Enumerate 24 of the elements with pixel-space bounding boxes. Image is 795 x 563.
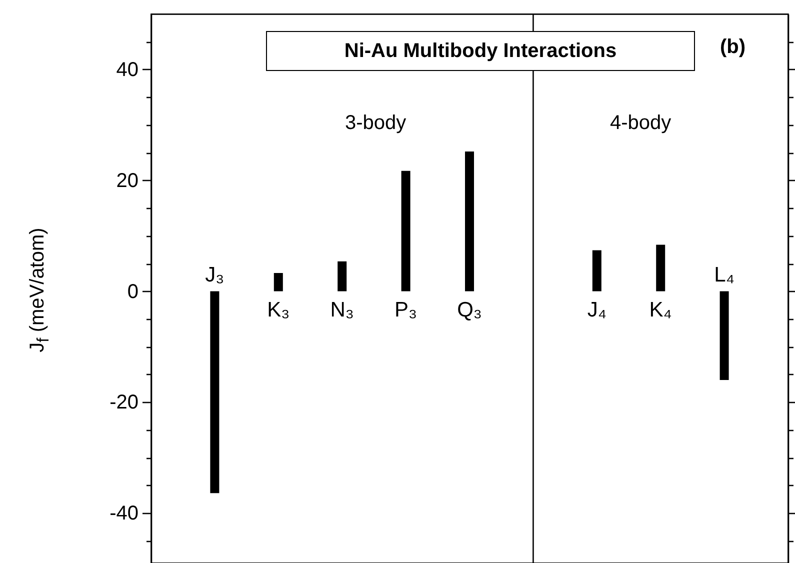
y-tick-label: 40 [116,58,138,81]
bar [338,261,347,292]
bar [465,152,474,292]
bar [592,250,602,292]
annotation: 4-body [610,112,672,135]
bar [656,244,666,292]
bar [720,291,729,380]
annotation: 3-body [345,112,406,135]
y-tick-label: 0 [127,280,138,303]
x-tick-label: N₃ [330,298,354,322]
annotation: (b) [720,36,746,59]
x-tick-label: K₃ [267,298,290,322]
y-tick-label: 20 [116,170,138,192]
bar [210,291,220,494]
x-tick-label: Q₃ [457,298,482,322]
y-tick-label: -20 [110,392,138,414]
x-tick-label: L₄ [714,263,734,286]
x-tick-label: K₄ [649,298,672,322]
bar [401,170,410,292]
bar [274,272,283,292]
x-tick-label: J₄ [587,298,606,322]
x-tick-label: P₃ [394,298,418,322]
x-tick-label: J₃ [205,263,224,286]
y-tick-label: -40 [110,502,138,525]
